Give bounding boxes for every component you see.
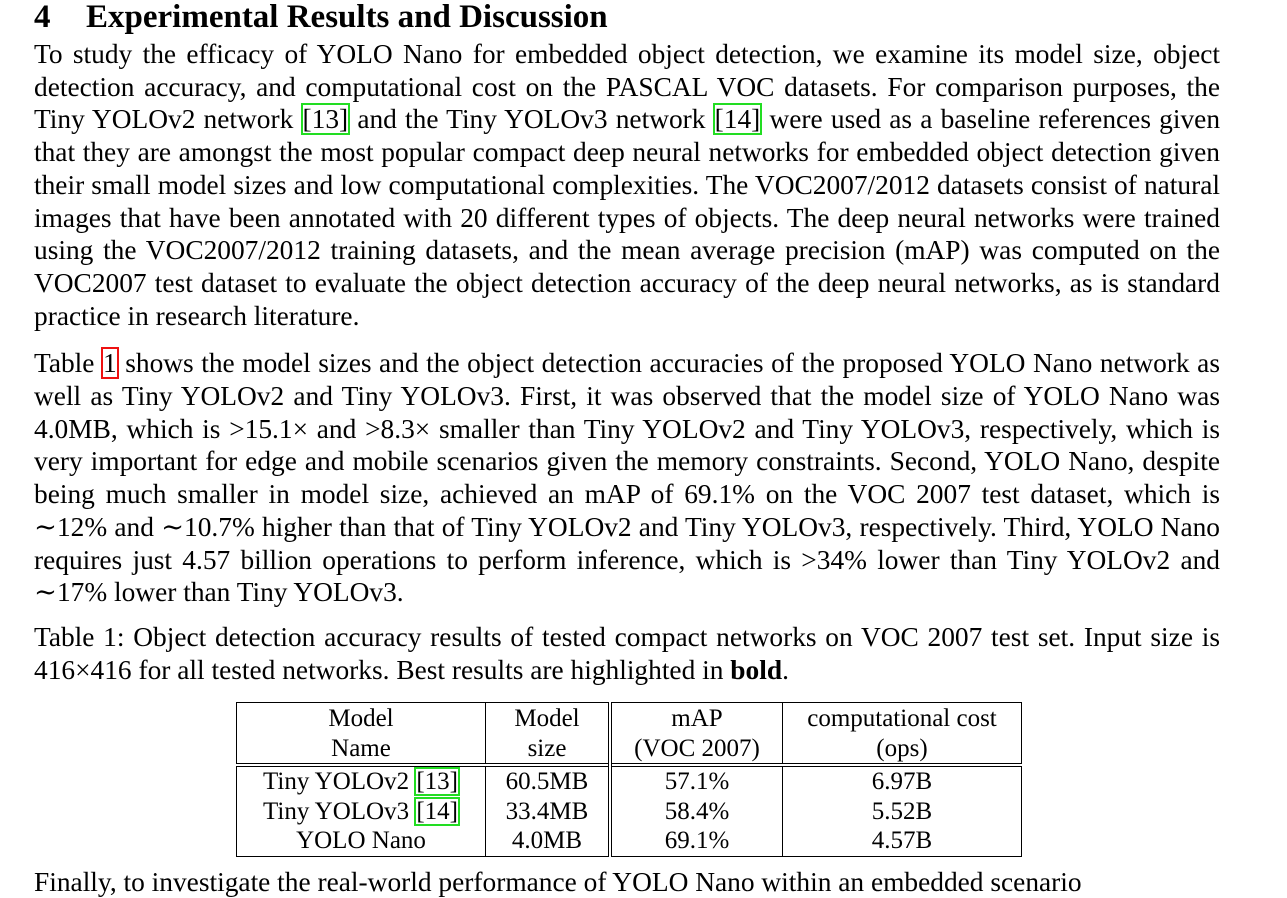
paper-page: 4 Experimental Results and Discussion To … [34, 0, 1220, 686]
paragraph-text: and the Tiny YOLOv3 network [349, 104, 714, 135]
caption-text: . [782, 654, 789, 685]
results-table-container: Model Model mAP computational cost Name … [236, 702, 1022, 857]
section-number: 4 [34, 0, 51, 35]
header-computational-cost-line2: (ops) [782, 733, 1022, 766]
caption-text: Table 1: Object detection accuracy resul… [34, 621, 1220, 685]
results-table: Model Model mAP computational cost Name … [236, 702, 1022, 857]
paragraph-text: Table [34, 348, 102, 379]
header-computational-cost: computational cost [782, 702, 1022, 734]
model-name-text: Tiny YOLOv2 [263, 768, 416, 795]
cell-model-size: 4.0MB [485, 826, 612, 857]
paragraph-text: shows the model sizes and the object det… [34, 348, 1220, 608]
header-model-size-line2: size [485, 733, 612, 766]
citation-link-13[interactable]: [13] [300, 103, 351, 136]
table-row: Tiny YOLOv2 [13] 60.5MB 57.1% 6.97B [236, 763, 1022, 797]
cell-model-name: Tiny YOLOv3 [14] [236, 796, 486, 826]
cell-ops: 6.97B [782, 763, 1022, 797]
section-heading: 4 Experimental Results and Discussion [34, 0, 1220, 34]
citation-link-13[interactable]: [13] [414, 767, 460, 796]
cutoff-paragraph-line: Finally, to investigate the real-world p… [34, 867, 1082, 897]
paragraph-results: Table 1 shows the model sizes and the ob… [34, 347, 1220, 609]
caption-bold-word: bold [730, 654, 783, 685]
cell-map: 69.1% [609, 826, 783, 857]
paragraph-intro: To study the efficacy of YOLO Nano for e… [34, 38, 1220, 332]
table-reference-link[interactable]: 1 [101, 347, 119, 380]
paragraph-text: were used as a baseline references given… [34, 104, 1221, 331]
section-title: Experimental Results and Discussion [86, 0, 608, 35]
paragraph-text: To study the efficacy of YOLO Nano for e… [34, 39, 1220, 135]
citation-link-14[interactable]: [14] [712, 103, 763, 136]
header-model-name-line2: Name [236, 733, 486, 766]
model-name-text: Tiny YOLOv3 [263, 797, 416, 825]
header-map: mAP [609, 702, 783, 734]
cell-model-name: YOLO Nano [236, 826, 486, 857]
citation-link-14[interactable]: [14] [414, 796, 460, 826]
header-model-size: Model [485, 702, 612, 734]
cell-map: 58.4% [609, 796, 783, 826]
cell-model-size: 60.5MB [485, 763, 612, 797]
table-caption: Table 1: Object detection accuracy resul… [34, 621, 1220, 686]
cell-model-name: Tiny YOLOv2 [13] [236, 763, 486, 797]
cell-model-size: 33.4MB [485, 796, 612, 826]
header-map-line2: (VOC 2007) [609, 733, 783, 766]
header-model-name: Model [236, 702, 486, 734]
table-row: Tiny YOLOv3 [14] 33.4MB 58.4% 5.52B [236, 796, 1022, 826]
cell-ops: 5.52B [782, 796, 1022, 826]
cell-ops: 4.57B [782, 826, 1022, 857]
cell-map: 57.1% [609, 763, 783, 797]
table-row: YOLO Nano 4.0MB 69.1% 4.57B [236, 826, 1022, 857]
